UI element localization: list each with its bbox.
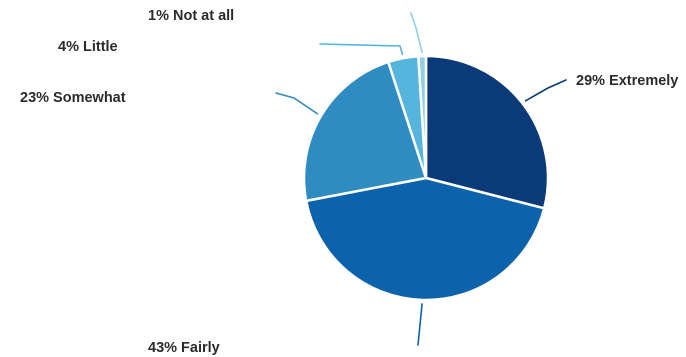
label-somewhat: 23% Somewhat xyxy=(20,90,126,106)
label-fairly: 43% Fairly xyxy=(148,340,220,356)
leader-lines xyxy=(275,12,567,346)
leader-line-extremely xyxy=(524,79,567,102)
pie-slices xyxy=(302,54,550,302)
leader-line-fairly xyxy=(417,303,423,346)
label-little: 4% Little xyxy=(58,39,118,55)
leader-line-somewhat xyxy=(275,92,319,115)
pie-slice-somewhat xyxy=(302,60,428,203)
label-extremely: 29% Extremely xyxy=(576,73,678,89)
pie-slice-fairly xyxy=(304,176,546,302)
label-not-at-all: 1% Not at all xyxy=(148,8,234,24)
leader-line-not-at-all xyxy=(410,12,423,53)
pie-slice-extremely xyxy=(424,54,550,210)
pie-slice-not-at-all xyxy=(417,54,428,180)
leader-line-little xyxy=(319,43,404,56)
